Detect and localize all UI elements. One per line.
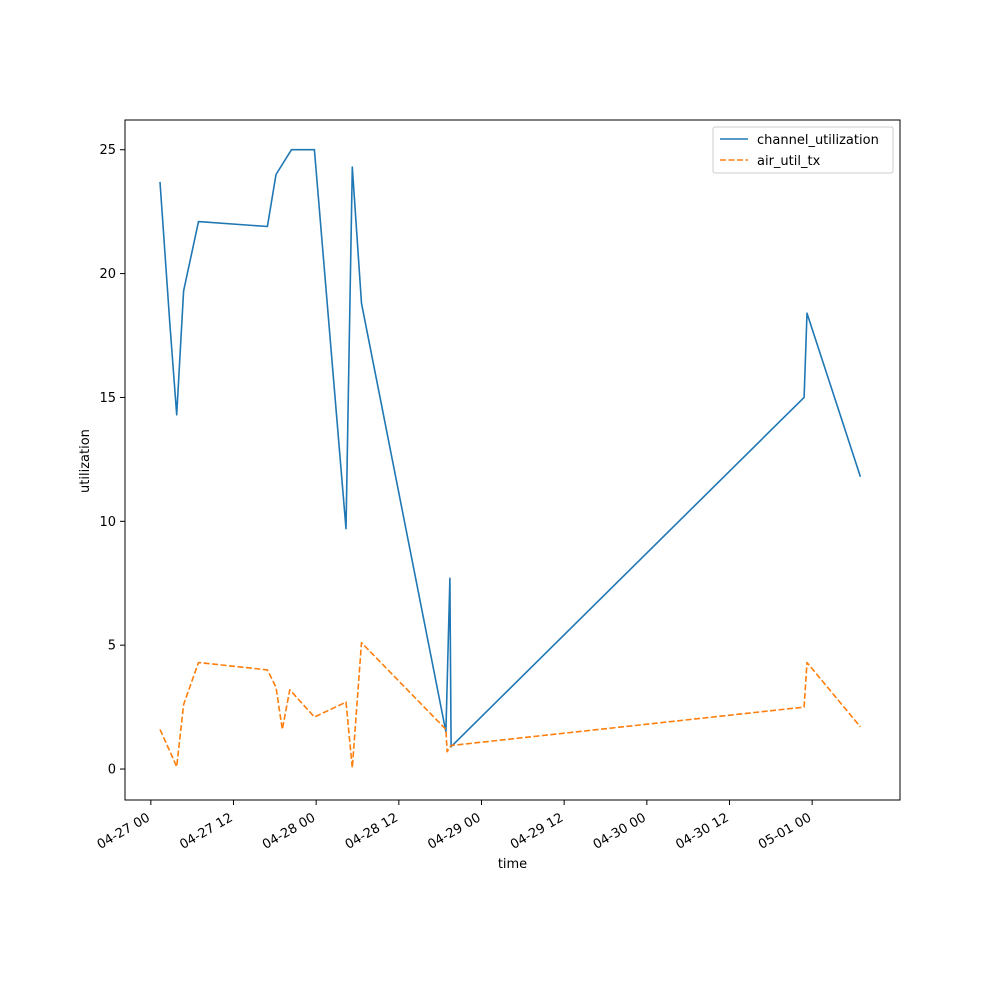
y-tick-label: 25 xyxy=(99,143,116,158)
data-point xyxy=(361,303,363,305)
data-point xyxy=(198,221,200,223)
series-line-air-util-tx xyxy=(159,641,862,769)
y-tick-label: 20 xyxy=(99,267,116,282)
data-point xyxy=(450,745,452,747)
data-point xyxy=(345,528,347,530)
y-axis-ticks: 0 5 10 15 20 25 xyxy=(99,143,125,778)
x-axis-label: time xyxy=(498,857,527,872)
data-point xyxy=(314,716,316,718)
data-point xyxy=(159,729,161,731)
data-point xyxy=(198,662,200,664)
y-axis-label: utilization xyxy=(78,429,93,493)
data-point xyxy=(176,414,178,416)
y-tick-label: 0 xyxy=(108,763,116,778)
y-tick-label: 15 xyxy=(99,391,116,406)
data-point xyxy=(449,578,451,580)
data-point xyxy=(361,642,363,644)
data-point xyxy=(352,767,354,769)
data-point xyxy=(806,662,808,664)
data-point xyxy=(291,149,293,151)
data-point xyxy=(267,226,269,228)
data-point xyxy=(345,701,347,703)
series-line-channel-utilization xyxy=(159,148,862,748)
legend-frame xyxy=(712,126,894,174)
plot-area xyxy=(159,148,862,769)
data-point xyxy=(289,689,291,691)
data-point xyxy=(445,729,447,731)
legend-label-channel-utilization: channel_utilization xyxy=(757,133,879,148)
data-point xyxy=(446,751,448,753)
legend-label-air-util-tx: air_util_tx xyxy=(757,154,821,169)
data-point xyxy=(314,149,316,151)
data-point xyxy=(275,687,277,689)
data-point xyxy=(176,766,178,768)
data-point xyxy=(267,669,269,671)
data-point xyxy=(860,476,862,478)
legend: channel_utilization air_util_tx xyxy=(712,126,894,174)
data-point xyxy=(803,706,805,708)
data-point xyxy=(169,322,171,324)
data-point xyxy=(803,397,805,399)
data-point xyxy=(860,726,862,728)
data-point xyxy=(275,174,277,176)
y-tick-label: 5 xyxy=(108,639,116,654)
y-tick-label: 10 xyxy=(99,515,116,530)
data-point xyxy=(806,312,808,314)
axes-frame xyxy=(124,119,901,801)
data-point xyxy=(183,290,185,292)
data-point xyxy=(352,166,354,168)
data-point xyxy=(282,729,284,731)
data-point xyxy=(183,704,185,706)
data-point xyxy=(159,181,161,183)
